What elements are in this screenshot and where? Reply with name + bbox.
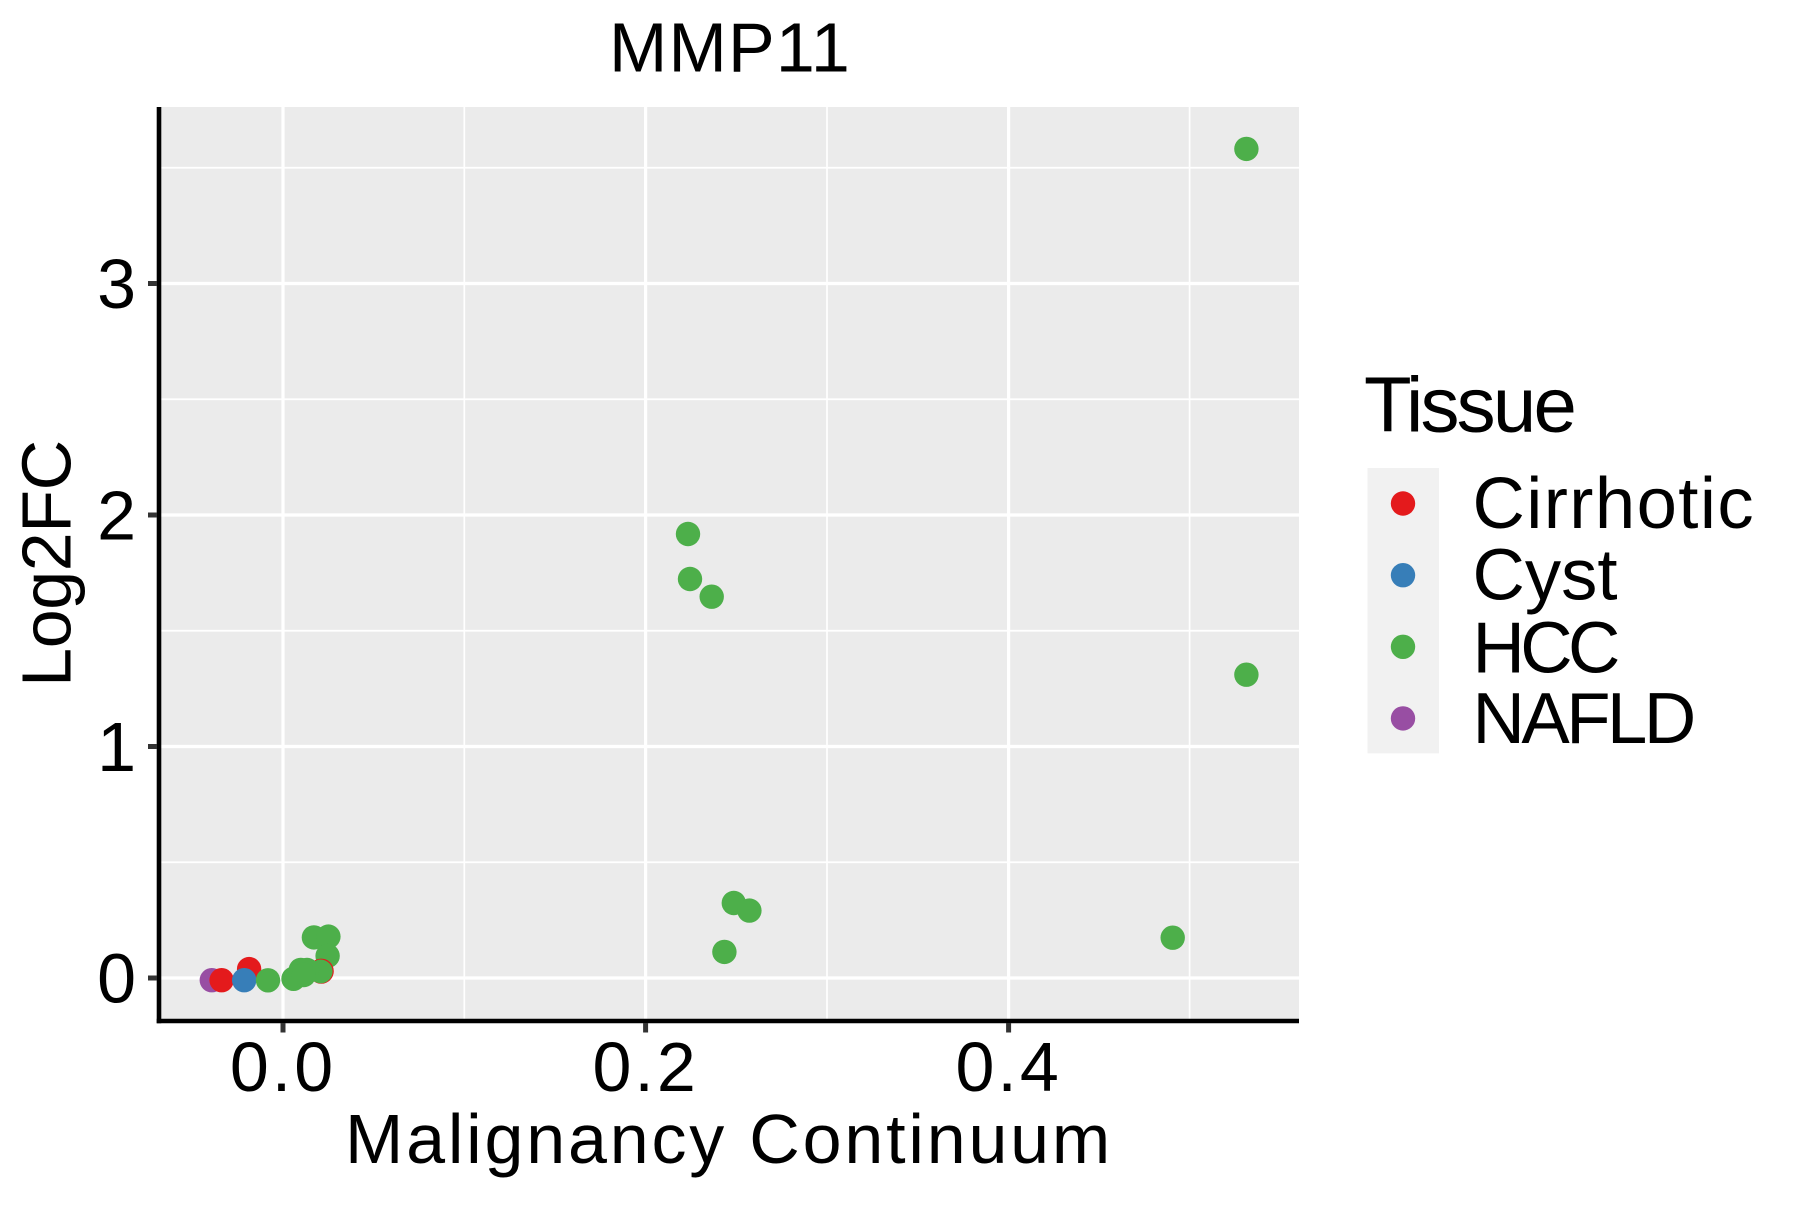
svg-text:0.2: 0.2: [592, 1028, 698, 1106]
svg-text:Tissue: Tissue: [1364, 361, 1574, 449]
svg-text:2: 2: [97, 476, 136, 554]
svg-text:1: 1: [97, 708, 136, 786]
svg-text:0: 0: [97, 939, 136, 1017]
svg-text:0.4: 0.4: [955, 1028, 1061, 1106]
svg-text:3: 3: [97, 245, 136, 323]
svg-text:HCC: HCC: [1473, 608, 1619, 689]
svg-text:Log2FC: Log2FC: [8, 440, 86, 687]
svg-text:NAFLD: NAFLD: [1473, 678, 1693, 759]
svg-text:Malignancy Continuum: Malignancy Continuum: [345, 1100, 1113, 1178]
svg-text:0.0: 0.0: [230, 1028, 336, 1106]
svg-text:Cirrhotic: Cirrhotic: [1473, 463, 1756, 544]
svg-text:Cyst: Cyst: [1473, 535, 1618, 616]
svg-text:MMP11: MMP11: [609, 9, 851, 87]
